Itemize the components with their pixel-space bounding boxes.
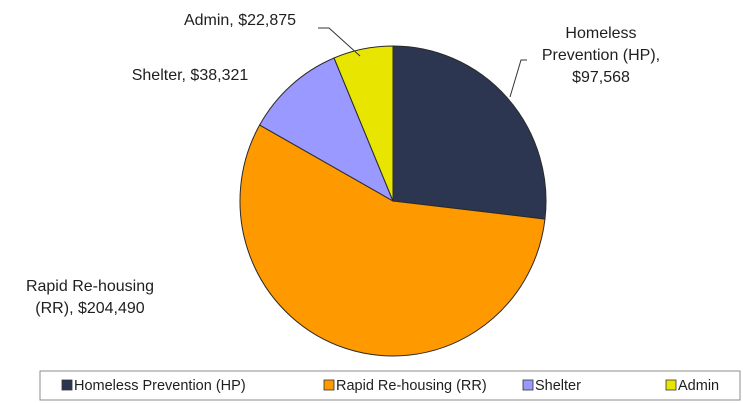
slice-label-line: Admin, $22,875 xyxy=(184,12,296,29)
legend-items: Homeless Prevention (HP) Rapid Re-housing… xyxy=(61,378,719,394)
pie-slice-shelter xyxy=(258,57,395,203)
legend-label: Shelter xyxy=(535,378,581,394)
legend-label: Homeless Prevention (HP) xyxy=(74,378,246,394)
legend-item-admin: Admin xyxy=(665,378,719,394)
slice-label-shelter: Shelter, $38,321 xyxy=(132,67,249,84)
pie-slice-homeless-prevention-hp xyxy=(392,45,547,220)
legend: Homeless Prevention (HP) Rapid Re-housing… xyxy=(39,370,741,401)
legend-swatch xyxy=(522,379,534,391)
pie-slice-admin xyxy=(333,45,394,202)
legend-item-rapid-re-housing-rr: Rapid Re-housing (RR) xyxy=(323,378,487,394)
legend-swatch xyxy=(61,379,73,391)
leader-line-admin xyxy=(318,27,361,57)
leader-lines xyxy=(318,27,527,98)
legend-item-shelter: Shelter xyxy=(522,378,581,394)
legend-swatch xyxy=(665,379,677,391)
legend-swatch xyxy=(323,379,335,391)
pie-slices xyxy=(239,45,547,357)
slice-label-line: $97,568 xyxy=(572,69,630,86)
slice-label-homeless-prevention-hp: Homeless Prevention (HP), $97,568 xyxy=(542,25,660,86)
legend-label: Rapid Re-housing (RR) xyxy=(336,378,487,394)
slice-label-line: (RR), $204,490 xyxy=(35,300,144,317)
slice-label-rapid-re-housing-rr: Rapid Re-housing (RR), $204,490 xyxy=(26,278,154,317)
slice-labels: Homeless Prevention (HP), $97,568 Rapid Re-… xyxy=(26,12,660,317)
leader-line-homeless-prevention-hp xyxy=(509,59,527,98)
slice-label-line: Shelter, $38,321 xyxy=(132,67,249,84)
legend-label: Admin xyxy=(678,378,719,394)
legend-box xyxy=(39,370,741,401)
slice-label-admin: Admin, $22,875 xyxy=(184,12,296,29)
legend-item-homeless-prevention-hp: Homeless Prevention (HP) xyxy=(61,378,246,394)
slice-label-line: Prevention (HP), xyxy=(542,47,660,64)
pie-slice-rapid-re-housing-rr xyxy=(239,124,546,357)
slice-label-line: Homeless xyxy=(565,25,636,42)
slice-label-line: Rapid Re-housing xyxy=(26,278,154,295)
